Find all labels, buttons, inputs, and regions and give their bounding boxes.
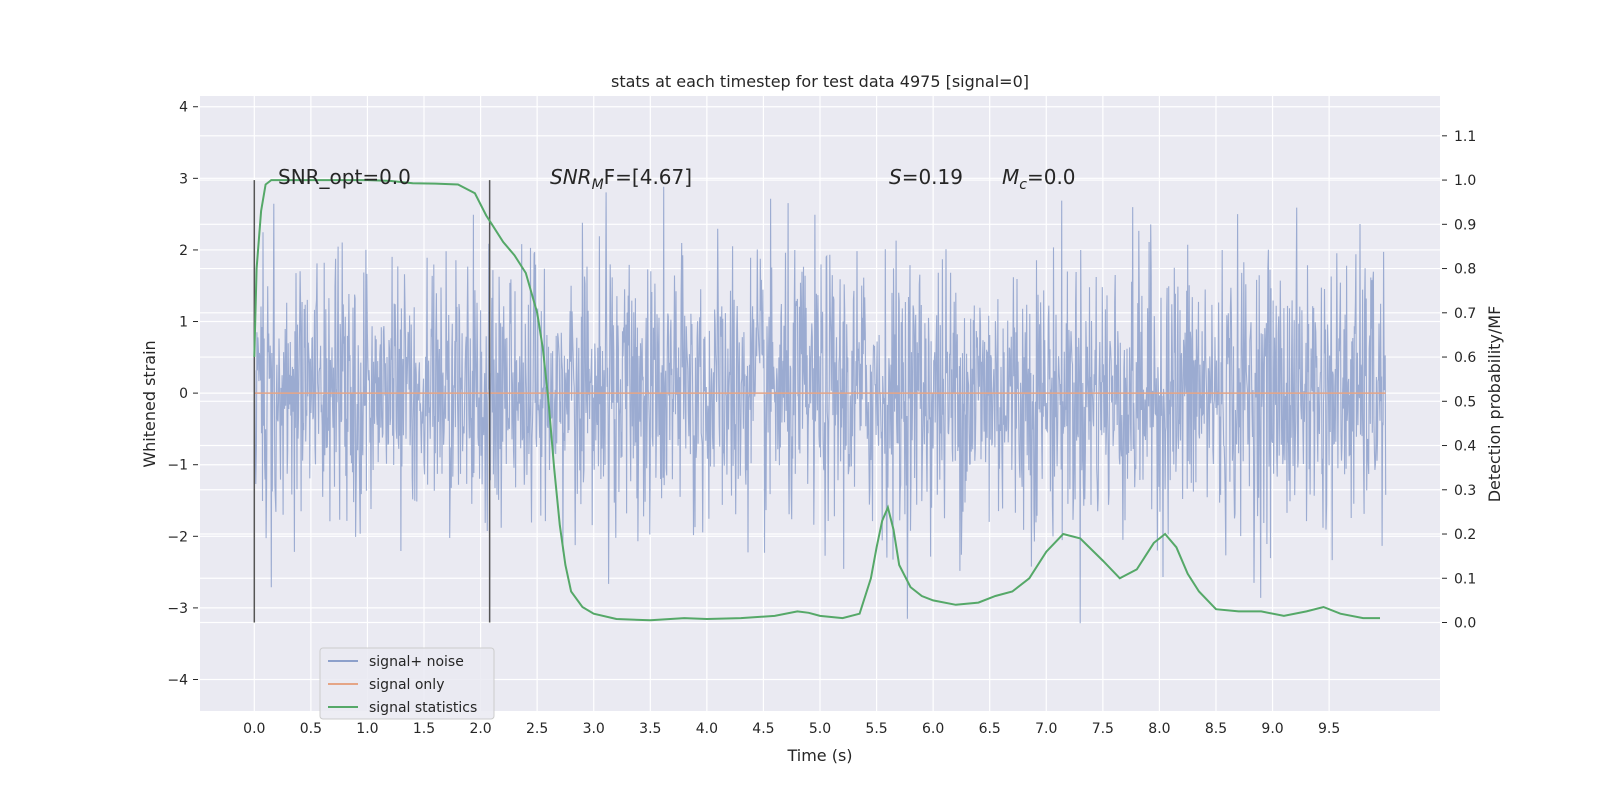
y2-tick-label: 0.4 — [1454, 439, 1476, 455]
y-tick-label: 3 — [179, 171, 188, 187]
annotation-snr-mf: SNRMF=[4.67] — [550, 165, 692, 193]
annotation-snr-mf-sub: M — [592, 177, 604, 193]
legend-label-noise: signal+ noise — [369, 654, 464, 670]
x-axis-title: Time (s) — [786, 746, 852, 765]
x-tick-label: 7.0 — [1035, 721, 1057, 737]
x-tick-label: 0.5 — [300, 721, 322, 737]
signal-statistics-series — [253, 179, 1380, 622]
y2-tick-label: 0.3 — [1454, 483, 1476, 499]
x-axis-ticks: 0.0 0.5 1.0 1.5 2.0 2.5 3.0 3.5 4.0 4.5 5.0 5.5 6.0 6… — [243, 721, 1340, 737]
legend-box — [319, 647, 495, 720]
y2-axis-title: Detection probability/MF — [1485, 306, 1504, 503]
x-tick-label: 5.0 — [809, 721, 831, 737]
annotation-s-main: S — [889, 165, 902, 189]
annotation-mc-rest: =0.0 — [1027, 165, 1076, 189]
vertical-markers — [253, 180, 491, 623]
annotation-s-rest: =0.19 — [902, 165, 963, 189]
signal-noise-line — [253, 186, 1387, 624]
y-tick-label: −4 — [167, 672, 188, 688]
x-tick-label: 5.5 — [865, 721, 887, 737]
annotation-snr-mf-rest: F=[4.67] — [604, 165, 692, 189]
y2-axis-ticks: 1.1 1.0 0.9 0.8 0.7 0.6 0.5 0.4 0.3 0.2 0.1 0.0 — [1442, 129, 1476, 632]
y-tick-label: 2 — [179, 243, 188, 259]
annotation-s: S=0.19 — [889, 165, 963, 189]
y2-tick-label: 0.5 — [1454, 394, 1476, 410]
x-tick-label: 4.5 — [752, 721, 774, 737]
x-tick-label: 2.5 — [526, 721, 548, 737]
x-tick-label: 2.0 — [469, 721, 491, 737]
signal-statistics-line — [253, 179, 1380, 622]
annotation-snr-mf-main: SNR — [550, 165, 592, 189]
annotation-mc-sub: c — [1019, 177, 1027, 193]
legend-label-signal-only: signal only — [369, 677, 444, 693]
x-tick-label: 7.5 — [1092, 721, 1114, 737]
y2-tick-label: 0.7 — [1454, 306, 1476, 322]
x-tick-label: 0.0 — [243, 721, 265, 737]
x-tick-label: 8.5 — [1205, 721, 1227, 737]
y2-tick-label: 0.1 — [1454, 571, 1476, 587]
x-tick-label: 6.0 — [922, 721, 944, 737]
x-tick-label: 9.0 — [1261, 721, 1283, 737]
y2-tick-label: 0.0 — [1454, 616, 1476, 632]
x-tick-label: 1.0 — [356, 721, 378, 737]
x-tick-label: 9.5 — [1318, 721, 1340, 737]
x-tick-label: 3.0 — [583, 721, 605, 737]
y2-tick-label: 0.9 — [1454, 217, 1476, 233]
y-tick-label: 4 — [179, 100, 188, 116]
y2-tick-label: 0.6 — [1454, 350, 1476, 366]
annotation-snr-opt: SNR_opt=0.0 — [278, 165, 411, 189]
y2-tick-label: 0.8 — [1454, 262, 1476, 278]
x-tick-label: 8.0 — [1148, 721, 1170, 737]
annotation-mc-main: M — [1002, 165, 1019, 189]
x-tick-label: 1.5 — [413, 721, 435, 737]
legend-label-statistics: signal statistics — [369, 700, 477, 716]
x-tick-label: 3.5 — [639, 721, 661, 737]
y-tick-label: 1 — [179, 315, 188, 331]
annotation-mc: Mc=0.0 — [1002, 165, 1076, 193]
y-tick-label: 0 — [179, 386, 188, 402]
y-tick-label: −2 — [167, 529, 188, 545]
legend: signal+ noise signal only signal statist… — [319, 647, 495, 720]
x-tick-label: 6.5 — [979, 721, 1001, 737]
y-axis-ticks: 4 3 2 1 0 −1 −2 −3 −4 — [167, 100, 198, 688]
chart-title: stats at each timestep for test data 497… — [611, 72, 1029, 91]
x-tick-label: 4.0 — [696, 721, 718, 737]
y2-tick-label: 1.1 — [1454, 129, 1476, 145]
y-axis-title: Whitened strain — [140, 340, 159, 467]
signal-noise-series — [253, 186, 1387, 624]
y2-tick-label: 1.0 — [1454, 173, 1476, 189]
y-tick-label: −3 — [167, 601, 188, 617]
y2-tick-label: 0.2 — [1454, 527, 1476, 543]
y-tick-label: −1 — [167, 458, 188, 474]
